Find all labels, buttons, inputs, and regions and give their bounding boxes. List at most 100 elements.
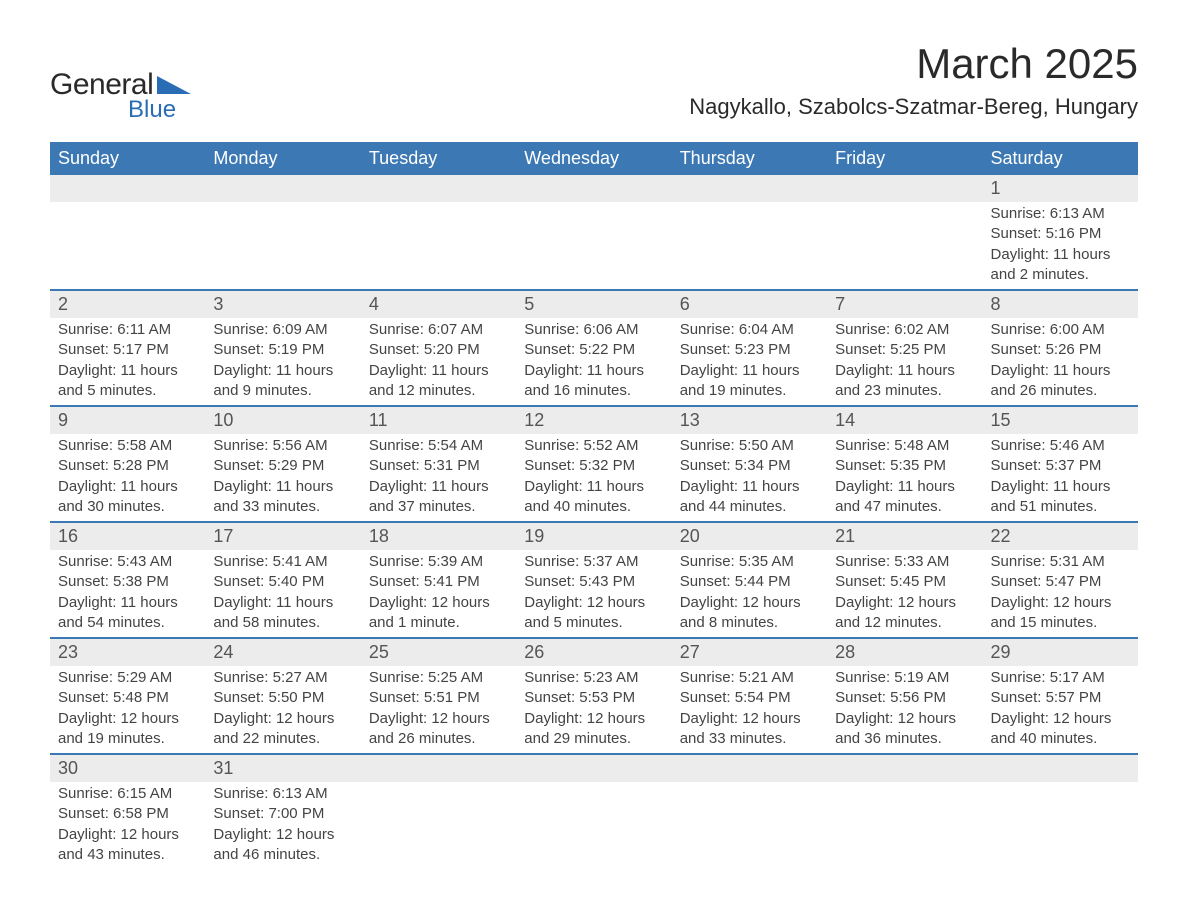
day-sunset: Sunset: 5:22 PM (524, 340, 663, 360)
day-sunset: Sunset: 5:26 PM (991, 340, 1130, 360)
triangle-shape (157, 76, 191, 94)
day-number-cell: 21 (827, 522, 982, 550)
weekday-header: Saturday (983, 142, 1138, 175)
day-sunset: Sunset: 5:41 PM (369, 572, 508, 592)
day-sunrise: Sunrise: 6:13 AM (213, 784, 352, 804)
day-day1: Daylight: 11 hours (58, 593, 197, 613)
day-sunset: Sunset: 5:28 PM (58, 456, 197, 476)
day-number-cell: 18 (361, 522, 516, 550)
day-number-row: 23242526272829 (50, 638, 1138, 666)
weekday-header: Wednesday (516, 142, 671, 175)
day-sunset: Sunset: 5:29 PM (213, 456, 352, 476)
day-sunset: Sunset: 5:45 PM (835, 572, 974, 592)
day-day1: Daylight: 12 hours (680, 709, 819, 729)
day-data-row: Sunrise: 5:43 AMSunset: 5:38 PMDaylight:… (50, 550, 1138, 638)
day-sunset: Sunset: 5:35 PM (835, 456, 974, 476)
day-day2: and 44 minutes. (680, 497, 819, 517)
day-sunrise: Sunrise: 5:29 AM (58, 668, 197, 688)
day-sunset: Sunset: 5:57 PM (991, 688, 1130, 708)
day-number-cell (983, 754, 1138, 782)
day-sunrise: Sunrise: 5:43 AM (58, 552, 197, 572)
day-data-cell: Sunrise: 6:07 AMSunset: 5:20 PMDaylight:… (361, 318, 516, 406)
day-day1: Daylight: 11 hours (524, 361, 663, 381)
day-data-cell: Sunrise: 6:00 AMSunset: 5:26 PMDaylight:… (983, 318, 1138, 406)
day-sunset: Sunset: 5:51 PM (369, 688, 508, 708)
day-sunrise: Sunrise: 6:15 AM (58, 784, 197, 804)
day-sunrise: Sunrise: 6:09 AM (213, 320, 352, 340)
day-sunset: Sunset: 5:25 PM (835, 340, 974, 360)
day-number-cell (672, 754, 827, 782)
day-number-cell: 26 (516, 638, 671, 666)
day-day1: Daylight: 12 hours (213, 709, 352, 729)
day-sunset: Sunset: 5:17 PM (58, 340, 197, 360)
brand-triangle-icon (157, 72, 191, 99)
day-number-row: 16171819202122 (50, 522, 1138, 550)
day-sunrise: Sunrise: 5:19 AM (835, 668, 974, 688)
day-day2: and 5 minutes. (58, 381, 197, 401)
day-number-cell: 25 (361, 638, 516, 666)
day-sunset: Sunset: 5:44 PM (680, 572, 819, 592)
day-data-cell: Sunrise: 5:23 AMSunset: 5:53 PMDaylight:… (516, 666, 671, 754)
day-sunrise: Sunrise: 5:48 AM (835, 436, 974, 456)
day-day1: Daylight: 11 hours (680, 361, 819, 381)
day-day1: Daylight: 12 hours (58, 709, 197, 729)
day-data-row: Sunrise: 6:11 AMSunset: 5:17 PMDaylight:… (50, 318, 1138, 406)
day-data-cell (361, 202, 516, 290)
day-data-cell: Sunrise: 6:09 AMSunset: 5:19 PMDaylight:… (205, 318, 360, 406)
day-data-cell: Sunrise: 5:54 AMSunset: 5:31 PMDaylight:… (361, 434, 516, 522)
day-data-cell: Sunrise: 5:56 AMSunset: 5:29 PMDaylight:… (205, 434, 360, 522)
day-number-cell: 24 (205, 638, 360, 666)
day-day2: and 37 minutes. (369, 497, 508, 517)
day-day2: and 51 minutes. (991, 497, 1130, 517)
day-day1: Daylight: 12 hours (991, 593, 1130, 613)
day-number-cell: 3 (205, 290, 360, 318)
day-sunset: Sunset: 5:47 PM (991, 572, 1130, 592)
day-number-cell: 4 (361, 290, 516, 318)
day-data-cell: Sunrise: 5:43 AMSunset: 5:38 PMDaylight:… (50, 550, 205, 638)
day-data-cell (50, 202, 205, 290)
day-sunset: Sunset: 5:23 PM (680, 340, 819, 360)
day-day2: and 54 minutes. (58, 613, 197, 633)
day-number-cell: 19 (516, 522, 671, 550)
day-day1: Daylight: 11 hours (213, 361, 352, 381)
day-number-cell: 6 (672, 290, 827, 318)
day-number-cell (361, 754, 516, 782)
day-day2: and 22 minutes. (213, 729, 352, 749)
day-number-cell: 20 (672, 522, 827, 550)
day-data-cell: Sunrise: 5:19 AMSunset: 5:56 PMDaylight:… (827, 666, 982, 754)
day-sunrise: Sunrise: 5:46 AM (991, 436, 1130, 456)
day-day2: and 12 minutes. (369, 381, 508, 401)
day-sunset: Sunset: 7:00 PM (213, 804, 352, 824)
day-sunrise: Sunrise: 6:02 AM (835, 320, 974, 340)
day-sunrise: Sunrise: 5:17 AM (991, 668, 1130, 688)
day-day1: Daylight: 11 hours (991, 361, 1130, 381)
day-day2: and 1 minute. (369, 613, 508, 633)
day-day2: and 58 minutes. (213, 613, 352, 633)
day-sunrise: Sunrise: 5:33 AM (835, 552, 974, 572)
day-number-cell (205, 175, 360, 202)
day-day1: Daylight: 11 hours (524, 477, 663, 497)
day-day1: Daylight: 12 hours (58, 825, 197, 845)
day-number-cell: 8 (983, 290, 1138, 318)
day-number-cell (361, 175, 516, 202)
day-day1: Daylight: 11 hours (213, 593, 352, 613)
day-data-cell: Sunrise: 5:46 AMSunset: 5:37 PMDaylight:… (983, 434, 1138, 522)
day-day2: and 23 minutes. (835, 381, 974, 401)
day-day2: and 43 minutes. (58, 845, 197, 865)
day-data-cell: Sunrise: 5:27 AMSunset: 5:50 PMDaylight:… (205, 666, 360, 754)
day-day1: Daylight: 11 hours (835, 477, 974, 497)
title-block: March 2025 Nagykallo, Szabolcs-Szatmar-B… (689, 40, 1138, 120)
calendar-table: Sunday Monday Tuesday Wednesday Thursday… (50, 142, 1138, 869)
day-sunrise: Sunrise: 5:58 AM (58, 436, 197, 456)
day-sunrise: Sunrise: 6:13 AM (991, 204, 1130, 224)
brand-text-blue: Blue (128, 96, 191, 124)
day-day2: and 16 minutes. (524, 381, 663, 401)
day-day2: and 19 minutes. (680, 381, 819, 401)
day-data-cell: Sunrise: 6:13 AMSunset: 5:16 PMDaylight:… (983, 202, 1138, 290)
day-number-row: 9101112131415 (50, 406, 1138, 434)
day-data-cell: Sunrise: 5:21 AMSunset: 5:54 PMDaylight:… (672, 666, 827, 754)
day-day1: Daylight: 11 hours (991, 477, 1130, 497)
day-day1: Daylight: 12 hours (680, 593, 819, 613)
day-number-cell: 28 (827, 638, 982, 666)
day-sunrise: Sunrise: 6:04 AM (680, 320, 819, 340)
